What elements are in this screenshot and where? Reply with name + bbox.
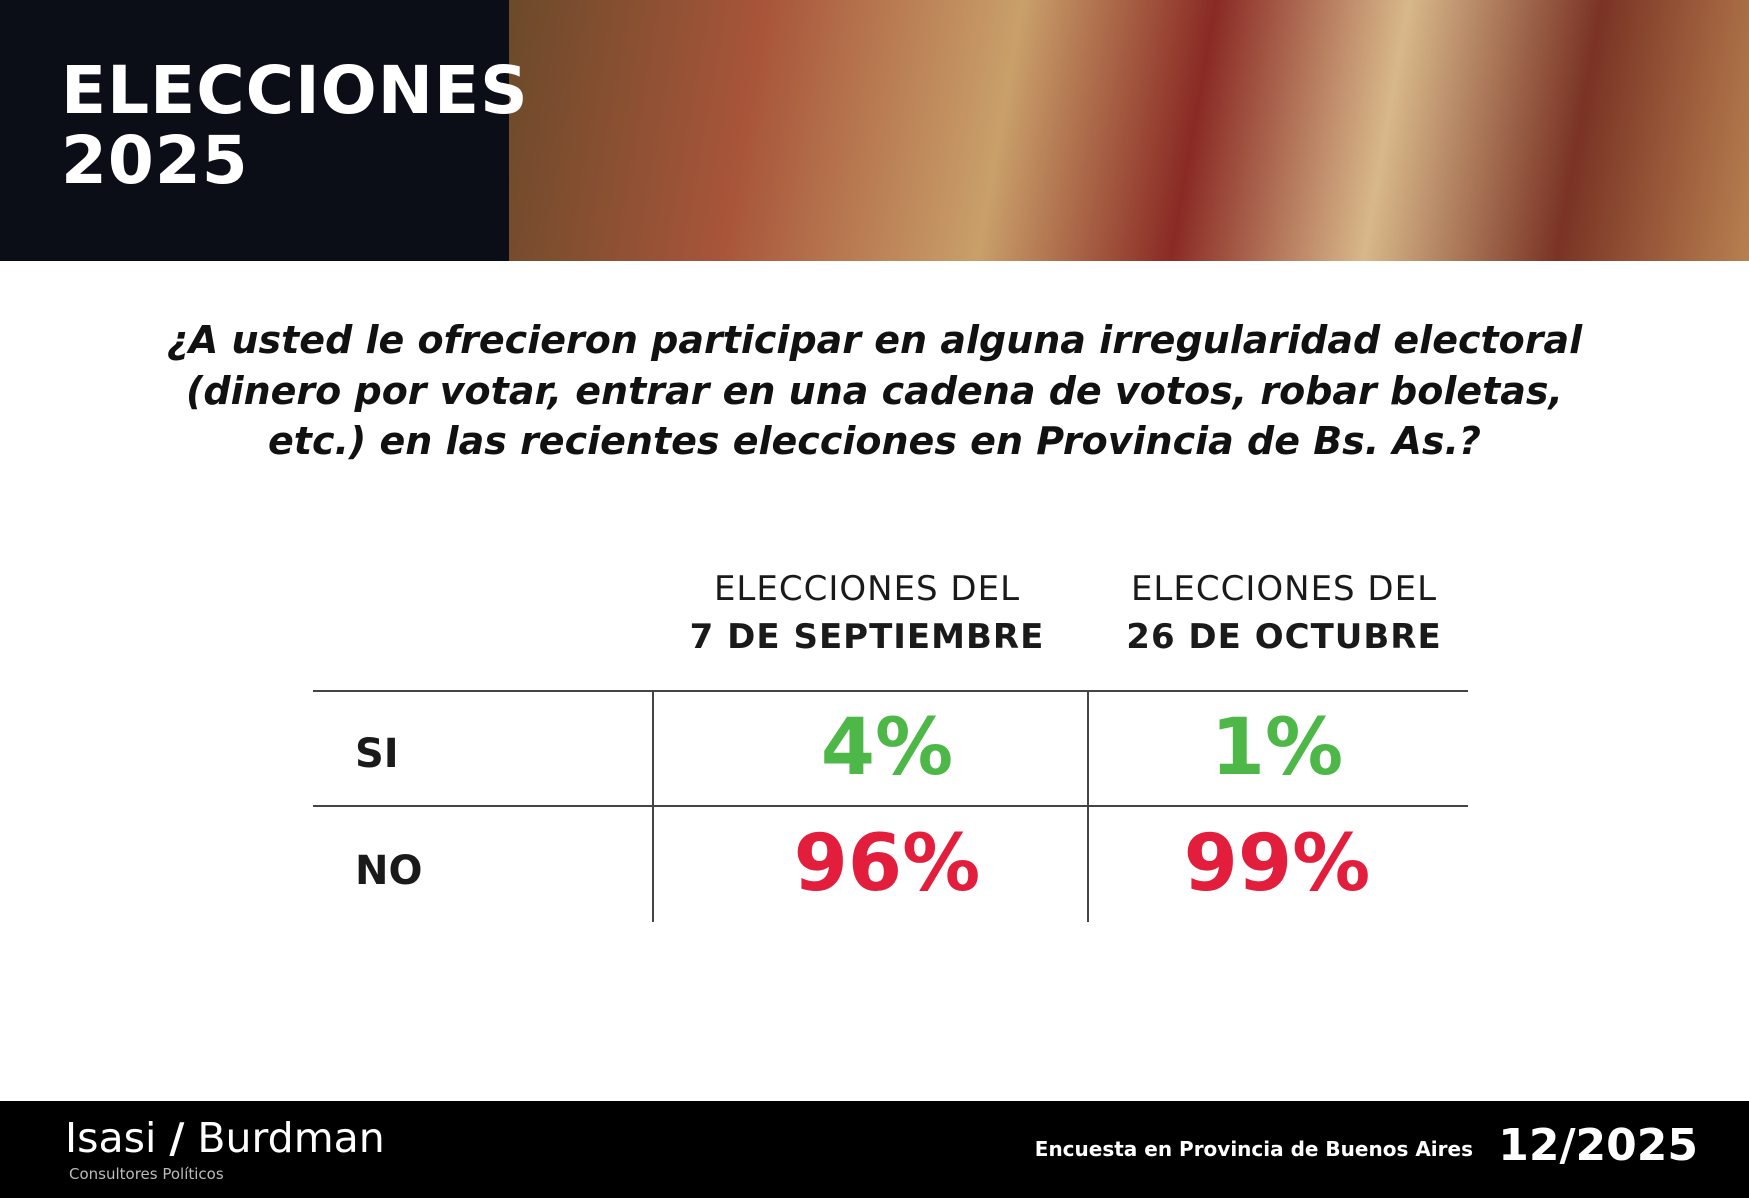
footer bbox=[0, 1101, 1749, 1198]
column-header: 7 DE SEPTIEMBRE bbox=[689, 617, 1045, 657]
question-line: (dinero por votar, entrar en una cadena … bbox=[186, 369, 1563, 413]
value-cell: 96% bbox=[793, 819, 981, 909]
question-line: ¿A usted le ofrecieron participar en alg… bbox=[166, 318, 1583, 362]
question-line: etc.) en las recientes elecciones en Pro… bbox=[268, 419, 1481, 463]
header-panel bbox=[0, 0, 509, 261]
value-cell: 1% bbox=[1210, 703, 1344, 793]
table-rule bbox=[313, 805, 1468, 807]
brand-subtitle: Consultores Políticos bbox=[69, 1165, 224, 1183]
brand: Isasi / Burdman bbox=[65, 1114, 385, 1162]
column-header: ELECCIONES DEL bbox=[713, 569, 1021, 609]
header-image bbox=[509, 0, 1749, 261]
title-line: 2025 bbox=[61, 122, 249, 199]
date: 12/2025 bbox=[1498, 1120, 1698, 1171]
column-header: ELECCIONES DEL bbox=[1130, 569, 1438, 609]
brand-word: Burdman bbox=[197, 1114, 385, 1162]
brand-word: Isasi bbox=[65, 1114, 157, 1162]
column-rule bbox=[652, 690, 654, 922]
column-header: 26 DE OCTUBRE bbox=[1126, 617, 1442, 657]
row-label: SI bbox=[355, 731, 399, 777]
column-rule bbox=[1087, 690, 1089, 922]
table-rule bbox=[313, 690, 1468, 692]
survey-note: Encuesta en Provincia de Buenos Aires bbox=[1034, 1137, 1473, 1161]
row-label: NO bbox=[355, 848, 423, 894]
value-cell: 4% bbox=[820, 703, 954, 793]
value-cell: 99% bbox=[1183, 819, 1371, 909]
title-line: ELECCIONES bbox=[61, 52, 529, 129]
brand-slash: / bbox=[169, 1114, 185, 1162]
